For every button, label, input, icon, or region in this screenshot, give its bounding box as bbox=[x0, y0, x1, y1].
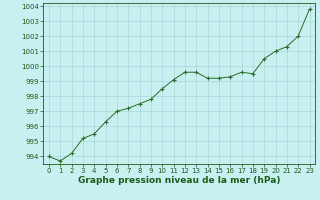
X-axis label: Graphe pression niveau de la mer (hPa): Graphe pression niveau de la mer (hPa) bbox=[78, 176, 280, 185]
